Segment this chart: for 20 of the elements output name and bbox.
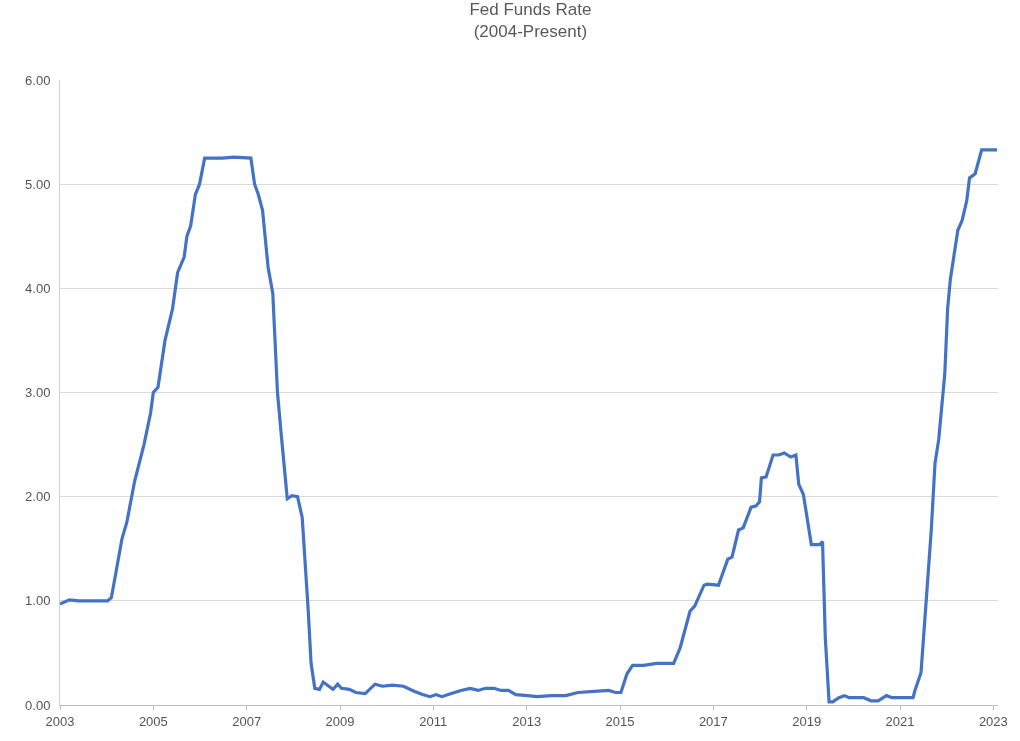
- x-tick-label: 2003: [45, 713, 75, 729]
- x-tick-label: 2021: [885, 713, 915, 729]
- x-tick-label: 2009: [325, 713, 355, 729]
- x-tick-label: 2017: [698, 713, 728, 729]
- chart-title: Fed Funds Rate: [469, 0, 592, 19]
- x-tick-label: 2013: [512, 713, 542, 729]
- chart-subtitle: (2004-Present): [473, 21, 588, 41]
- y-tick-label: 5.00: [25, 176, 51, 192]
- x-tick-label: 2011: [419, 713, 448, 729]
- x-tick-label: 2019: [792, 713, 822, 729]
- y-tick-label: 4.00: [25, 280, 51, 296]
- y-tick-label: 2.00: [25, 489, 51, 505]
- y-tick-label: 6.00: [25, 72, 51, 88]
- x-tick-label: 2007: [232, 713, 262, 729]
- x-tick-label: 2023: [978, 713, 1008, 729]
- y-tick-label: 0.00: [25, 697, 51, 713]
- x-tick-label: 2015: [605, 713, 635, 729]
- y-tick-label: 1.00: [25, 593, 51, 609]
- x-tick-label: 2005: [138, 713, 168, 729]
- y-tick-label: 3.00: [25, 385, 51, 401]
